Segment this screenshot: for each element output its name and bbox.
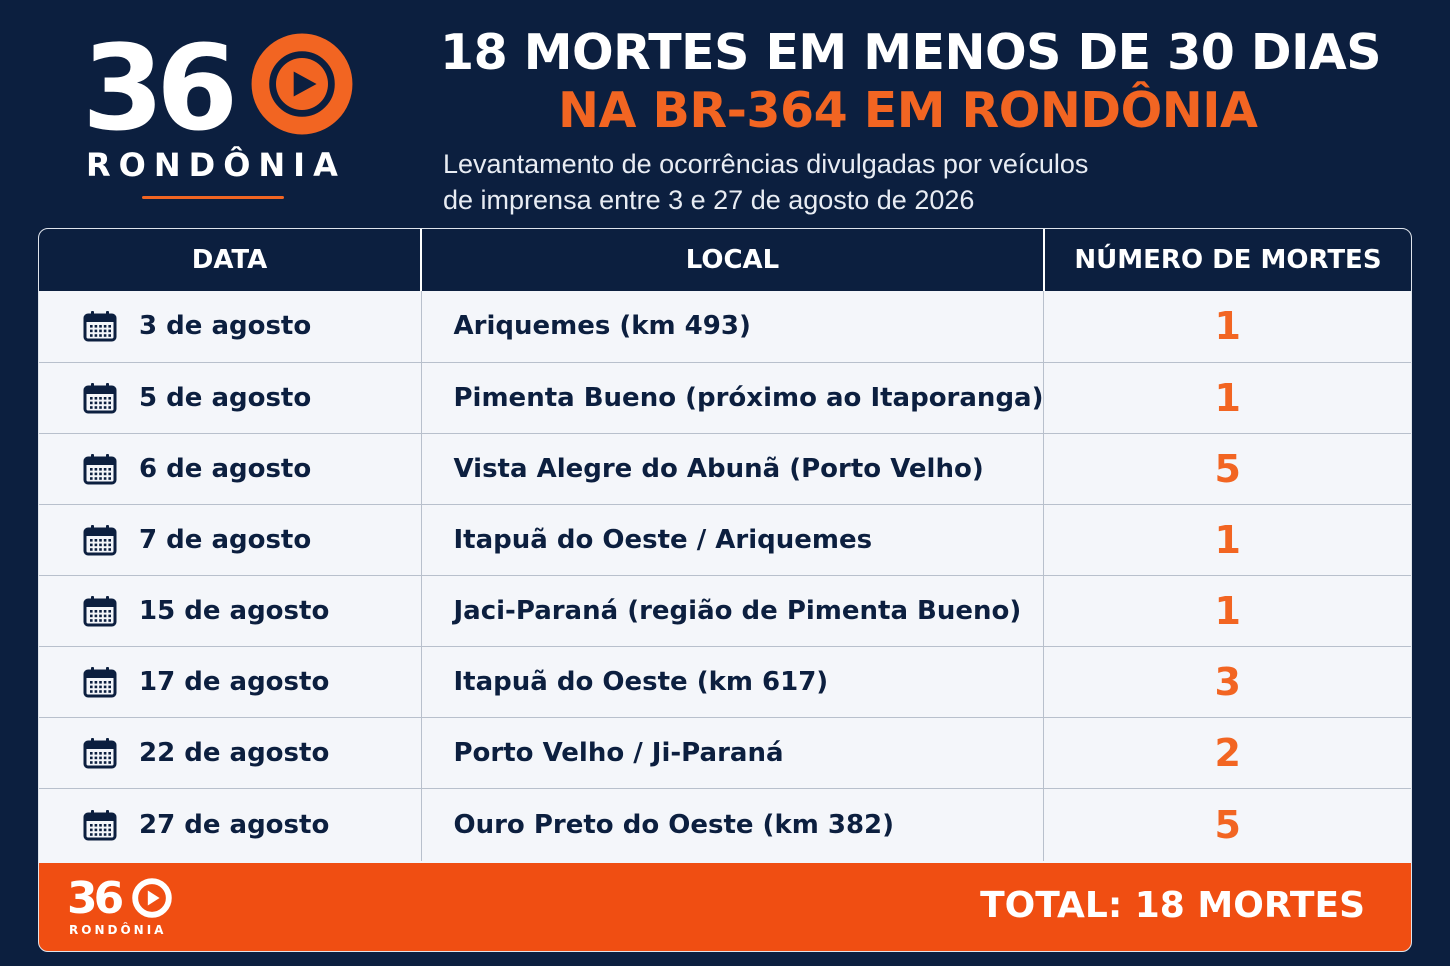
calendar-icon [83, 524, 117, 555]
date-cell: 5 de agosto [39, 362, 422, 434]
deaths-table: DATA LOCAL NÚMERO DE MORTES 3 de agosto A… [39, 229, 1411, 861]
footer-bar: 36 RONDÔNIA TOTAL: 18 MORTES [39, 863, 1411, 951]
headline-line2: NA BR-364 EM RONDÔNIA [558, 82, 1258, 139]
table-body: 3 de agosto Ariquemes (km 493) 1 5 de agost… [39, 291, 1411, 861]
calendar-icon [83, 311, 117, 342]
table-row: 3 de agosto Ariquemes (km 493) 1 [39, 291, 1411, 363]
local-cell: Pimenta Bueno (próximo ao Itaporanga) [421, 362, 1045, 434]
date-text: 27 de agosto [139, 809, 330, 840]
play-icon [251, 33, 353, 135]
local-cell: Ariquemes (km 493) [421, 291, 1045, 363]
date-text: 5 de agosto [139, 382, 312, 413]
brand-logo: 36 RONDÔNIA [82, 28, 362, 208]
footer-logo-number: 36 [67, 873, 124, 924]
date-text: 7 de agosto [139, 524, 312, 555]
calendar-icon [83, 809, 117, 841]
local-cell: Jaci-Paraná (região de Pimenta Bueno) [421, 575, 1045, 647]
deaths-count: 1 [1043, 575, 1411, 647]
subtitle: Levantamento de ocorrências divulgadas p… [443, 146, 1088, 218]
table-row: 15 de agosto Jaci-Paraná (região de Pimen… [39, 575, 1411, 647]
deaths-count: 1 [1043, 504, 1411, 576]
logo-name: RONDÔNIA [86, 146, 346, 184]
deaths-table-card: DATA LOCAL NÚMERO DE MORTES 3 de agosto A… [38, 228, 1412, 952]
table-row: 7 de agosto Itapuã do Oeste / Ariquemes 1 [39, 504, 1411, 576]
table-row: 17 de agosto Itapuã do Oeste (km 617) 3 [39, 646, 1411, 718]
deaths-count: 3 [1043, 646, 1411, 718]
deaths-count: 2 [1043, 717, 1411, 789]
date-text: 3 de agosto [139, 311, 312, 342]
date-text: 6 de agosto [139, 453, 312, 484]
calendar-icon [83, 737, 117, 768]
table-row: 5 de agosto Pimenta Bueno (próximo ao Ita… [39, 362, 1411, 434]
local-cell: Itapuã do Oeste (km 617) [421, 646, 1045, 718]
calendar-icon [83, 453, 117, 484]
local-cell: Itapuã do Oeste / Ariquemes [421, 504, 1045, 576]
column-header-deaths: NÚMERO DE MORTES [1043, 229, 1411, 291]
total-deaths: TOTAL: 18 MORTES [980, 885, 1365, 926]
date-cell: 7 de agosto [39, 504, 422, 576]
headline-line1: 18 MORTES EM MENOS DE 30 DIAS [440, 24, 1382, 81]
date-text: 17 de agosto [139, 666, 330, 697]
logo-number: 36 [82, 19, 238, 157]
calendar-icon [83, 666, 117, 697]
local-cell: Ouro Preto do Oeste (km 382) [421, 788, 1045, 861]
footer-logo: 36 RONDÔNIA [67, 875, 187, 945]
footer-logo-name: RONDÔNIA [69, 923, 167, 937]
deaths-count: 5 [1214, 802, 1241, 847]
table-header-row: DATA LOCAL NÚMERO DE MORTES [39, 229, 1411, 291]
deaths-count: 5 [1043, 433, 1411, 505]
calendar-icon [83, 382, 117, 413]
subtitle-line1: Levantamento de ocorrências divulgadas p… [443, 149, 1089, 179]
date-text: 22 de agosto [139, 737, 330, 768]
calendar-icon [83, 595, 117, 626]
date-cell: 6 de agosto [39, 433, 422, 505]
logo-underline [142, 196, 284, 199]
deaths-count: 1 [1043, 362, 1411, 434]
column-header-local: LOCAL [421, 229, 1045, 291]
column-header-date: DATA [39, 229, 422, 291]
date-text: 15 de agosto [139, 595, 330, 626]
local-cell: Vista Alegre do Abunã (Porto Velho) [421, 433, 1045, 505]
date-cell: 27 de agosto [39, 788, 422, 861]
table-row: 6 de agosto Vista Alegre do Abunã (Porto … [39, 433, 1411, 505]
date-cell: 15 de agosto [39, 575, 422, 647]
table-row: 22 de agosto Porto Velho / Ji-Paraná 2 [39, 717, 1411, 789]
date-cell: 3 de agosto [39, 291, 422, 363]
deaths-count: 1 [1043, 291, 1411, 363]
play-icon [132, 878, 172, 918]
subtitle-line2: de imprensa entre 3 e 27 de agosto de 20… [443, 185, 975, 215]
date-cell: 17 de agosto [39, 646, 422, 718]
date-cell: 22 de agosto [39, 717, 422, 789]
local-cell: Porto Velho / Ji-Paraná [421, 717, 1045, 789]
table-row: 27 de agosto Ouro Preto do Oeste (km 382)… [39, 788, 1411, 861]
